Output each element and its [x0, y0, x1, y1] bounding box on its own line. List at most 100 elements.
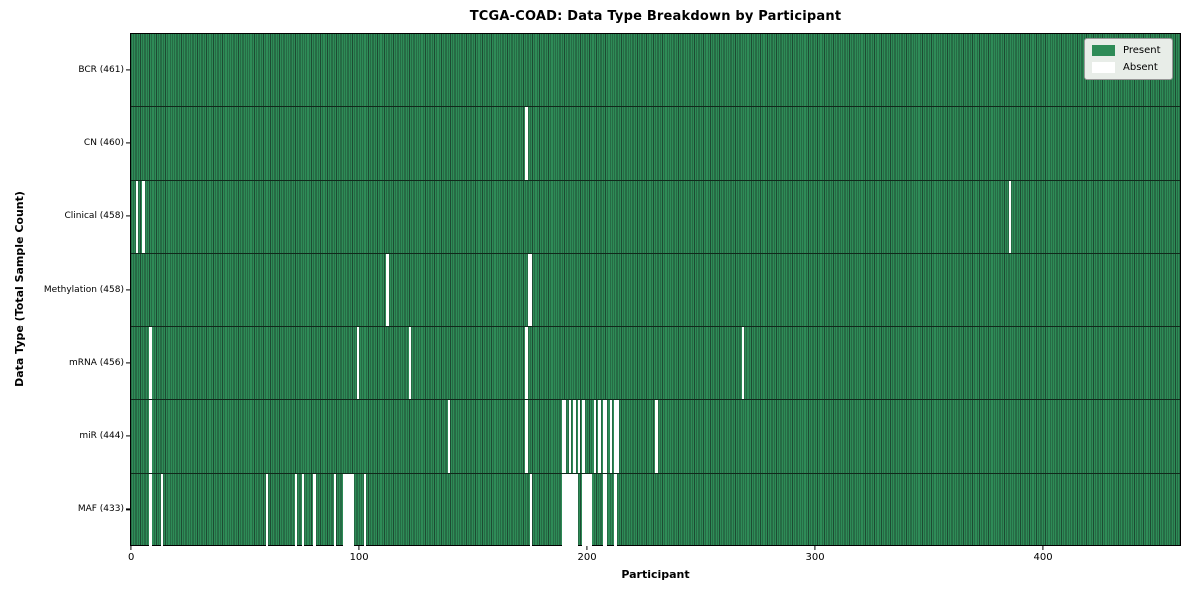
absent-stripe	[149, 473, 152, 547]
y-tick-mark	[126, 508, 130, 510]
x-tick-mark	[586, 546, 588, 550]
heatmap-plot-area	[130, 33, 1181, 547]
absent-stripe	[142, 180, 145, 253]
absent-stripe	[301, 473, 305, 547]
absent-stripe	[409, 327, 412, 400]
absent-stripe	[313, 473, 316, 547]
y-tick-mark	[126, 435, 130, 437]
absent-stripe	[568, 400, 571, 473]
heatmap-row	[131, 253, 1180, 328]
absent-stripe	[589, 473, 592, 547]
y-tick-mark	[126, 215, 130, 217]
y-tick-label: Methylation (458)	[43, 284, 124, 295]
absent-stripe	[598, 400, 601, 473]
heatmap-row	[131, 34, 1180, 108]
absent-stripe	[605, 473, 608, 547]
heatmap-row	[131, 400, 1180, 474]
heatmap-row	[131, 473, 1180, 547]
absent-stripe	[333, 473, 337, 547]
absent-stripe	[529, 253, 533, 327]
absent-stripe	[135, 180, 138, 253]
x-axis-label: Participant	[621, 568, 690, 581]
legend-swatch-absent-icon	[1092, 62, 1115, 73]
absent-stripe	[386, 253, 389, 327]
y-tick-label: Clinical (458)	[64, 211, 124, 222]
chart-title: TCGA-COAD: Data Type Breakdown by Partic…	[469, 9, 842, 24]
absent-stripe	[602, 473, 606, 547]
y-axis-label: Data Type (Total Sample Count)	[13, 191, 26, 387]
absent-stripe	[356, 327, 359, 400]
absent-stripe	[593, 400, 597, 473]
x-tick-label: 100	[349, 552, 369, 563]
absent-stripe	[347, 473, 350, 547]
absent-stripe	[573, 473, 576, 547]
y-tick-mark	[126, 69, 130, 71]
absent-stripe	[529, 473, 533, 547]
legend: Present Absent	[1084, 38, 1173, 80]
absent-stripe	[564, 400, 567, 473]
x-tick-label: 200	[577, 552, 597, 563]
absent-stripe	[345, 473, 348, 547]
y-tick-label: mRNA (456)	[69, 357, 124, 368]
absent-stripe	[609, 400, 613, 473]
absent-stripe	[577, 400, 581, 473]
y-tick-mark	[126, 142, 130, 144]
absent-stripe	[616, 400, 619, 473]
x-tick-mark	[358, 546, 360, 550]
absent-stripe	[605, 400, 608, 473]
absent-stripe	[741, 327, 745, 400]
absent-stripe	[160, 473, 163, 547]
absent-stripe	[265, 473, 268, 547]
y-tick-mark	[126, 288, 130, 291]
absent-stripe	[561, 473, 565, 547]
absent-stripe	[527, 253, 530, 327]
y-tick-mark	[126, 362, 130, 364]
legend-swatch-present-icon	[1092, 45, 1115, 56]
absent-stripe	[614, 400, 617, 473]
absent-stripe	[295, 473, 298, 547]
absent-stripe	[1008, 180, 1011, 253]
legend-label: Absent	[1123, 62, 1158, 73]
absent-stripe	[363, 473, 366, 547]
absent-stripe	[525, 107, 528, 180]
absent-stripe	[564, 473, 567, 547]
legend-item: Present	[1092, 45, 1165, 56]
absent-stripe	[561, 400, 565, 473]
absent-stripe	[655, 400, 658, 473]
absent-stripe	[149, 327, 152, 400]
y-tick-label: miR (444)	[79, 431, 124, 442]
absent-stripe	[575, 473, 578, 547]
absent-stripe	[149, 400, 152, 473]
absent-stripe	[586, 473, 590, 547]
heatmap-row	[131, 107, 1180, 181]
absent-stripe	[573, 400, 576, 473]
legend-label: Present	[1123, 45, 1161, 56]
x-tick-label: 400	[1033, 552, 1053, 563]
y-tick-label: BCR (461)	[78, 64, 124, 75]
absent-stripe	[582, 400, 585, 473]
absent-stripe	[566, 473, 569, 547]
x-tick-mark	[814, 546, 816, 550]
absent-stripe	[571, 473, 574, 547]
absent-stripe	[525, 400, 528, 473]
absent-stripe	[352, 473, 355, 547]
heatmap-row	[131, 180, 1180, 254]
absent-stripe	[349, 473, 353, 547]
heatmap-row	[131, 327, 1180, 401]
absent-stripe	[602, 400, 606, 473]
absent-stripe	[568, 473, 571, 547]
x-tick-mark	[130, 546, 132, 550]
x-tick-label: 0	[127, 552, 135, 563]
absent-stripe	[614, 473, 617, 547]
y-tick-label: CN (460)	[83, 137, 124, 148]
absent-stripe	[582, 473, 585, 547]
absent-stripe	[525, 327, 528, 400]
absent-stripe	[343, 473, 346, 547]
x-tick-label: 300	[805, 552, 825, 563]
y-tick-label: MAF (433)	[77, 504, 124, 515]
absent-stripe	[584, 473, 587, 547]
legend-item: Absent	[1092, 62, 1165, 73]
absent-stripe	[447, 400, 451, 473]
x-tick-mark	[1042, 546, 1044, 550]
